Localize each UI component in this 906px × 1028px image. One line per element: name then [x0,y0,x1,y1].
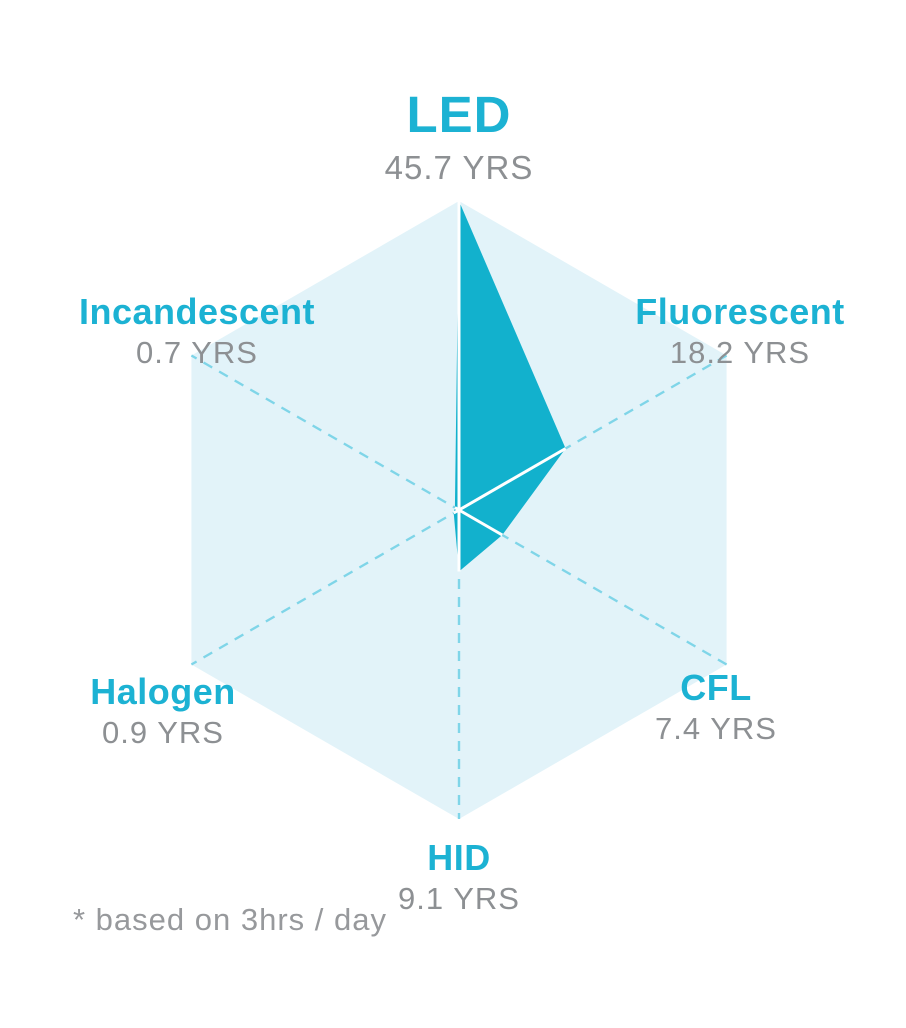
axis-label-halogen: Halogen 0.9 YRS [90,671,236,751]
axis-value-hid: 9.1 YRS [398,881,520,917]
radar-spoke-line [458,447,567,512]
axis-label-fluorescent: Fluorescent 18.2 YRS [635,291,845,371]
axis-name-cfl: CFL [680,667,752,708]
axis-name-hid: HID [427,837,491,878]
axis-name-fluorescent: Fluorescent [635,291,845,332]
axis-value-cfl: 7.4 YRS [655,711,777,747]
axis-name-halogen: Halogen [90,671,236,712]
footnote-text: * based on 3hrs / day [73,902,387,937]
axis-value-halogen: 0.9 YRS [102,715,224,751]
axis-label-cfl: CFL 7.4 YRS [655,667,777,747]
axis-name-led: LED [406,86,512,143]
axis-value-fluorescent: 18.2 YRS [669,335,811,371]
axis-label-hid: HID 9.1 YRS [398,837,520,917]
radar-spoke-line [454,506,460,512]
axis-label-led: LED 45.7 YRS [385,86,534,187]
radar-spoke-line [458,508,504,537]
axis-label-incandescent: Incandescent 0.7 YRS [78,291,316,371]
radar-data-polygon [453,201,566,572]
axis-value-incandescent: 0.7 YRS [136,335,258,371]
axis-value-led: 45.7 YRS [384,149,534,187]
axis-name-incandescent: Incandescent [78,291,316,332]
